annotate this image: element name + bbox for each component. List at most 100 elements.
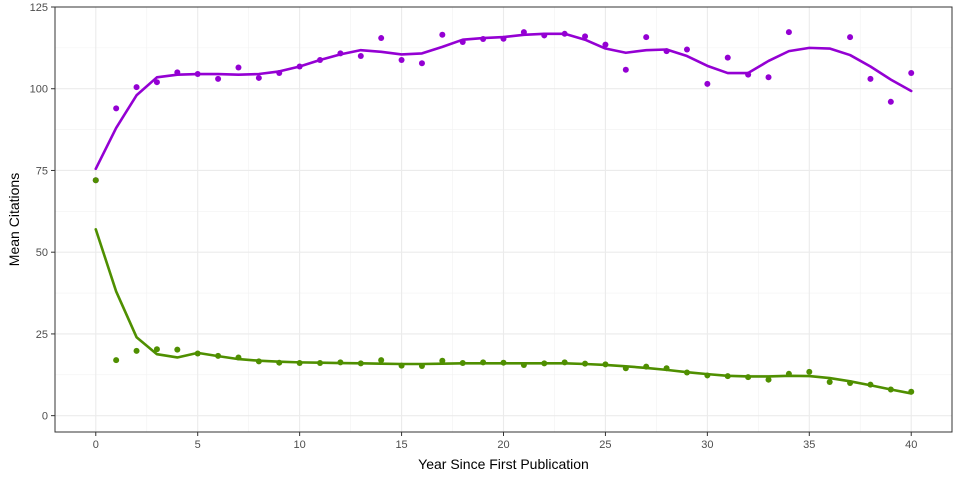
data-point [215, 75, 222, 82]
data-point [785, 29, 792, 36]
y-tick-label: 25 [36, 329, 48, 341]
data-point [276, 70, 283, 77]
data-point [500, 35, 507, 42]
axes: 0 5 10 15 20 25 30 35 40 0 25 50 75 100 125 [30, 2, 918, 451]
data-point [194, 71, 201, 78]
data-point [582, 33, 589, 40]
data-point [582, 360, 589, 367]
data-point [459, 38, 466, 45]
data-point [357, 53, 364, 60]
data-point [520, 361, 527, 368]
data-point [867, 381, 874, 388]
data-point [520, 29, 527, 36]
data-point [317, 56, 324, 63]
x-tick-label: 10 [294, 439, 306, 451]
data-point [908, 388, 915, 395]
data-point [683, 369, 690, 376]
data-point [887, 98, 894, 105]
data-point [133, 84, 140, 91]
y-tick-label: 0 [42, 411, 48, 423]
data-point [255, 358, 262, 365]
data-point [92, 177, 99, 184]
data-point [765, 74, 772, 81]
data-point [153, 346, 160, 353]
data-point [724, 373, 731, 380]
x-tick-label: 30 [701, 439, 713, 451]
data-point [602, 361, 609, 368]
x-axis-title: Year Since First Publication [418, 456, 589, 472]
data-point [398, 362, 405, 369]
x-tick-label: 40 [905, 439, 917, 451]
data-point [113, 357, 120, 364]
data-point [847, 379, 854, 386]
data-point [541, 360, 548, 367]
data-point [439, 31, 446, 38]
data-point [480, 359, 487, 366]
data-point [317, 360, 324, 367]
data-point [643, 34, 650, 41]
data-point [622, 66, 629, 73]
data-point [500, 359, 507, 366]
data-point [459, 360, 466, 367]
x-tick-label: 0 [93, 439, 99, 451]
data-point [561, 359, 568, 366]
data-point [378, 357, 385, 364]
data-point [153, 79, 160, 86]
data-point [908, 70, 915, 77]
data-point [745, 374, 752, 381]
y-tick-label: 125 [30, 2, 48, 14]
data-point [745, 71, 752, 78]
data-point [113, 105, 120, 112]
data-point [826, 378, 833, 385]
major-gridlines [55, 6, 952, 432]
y-tick-label: 50 [36, 247, 48, 259]
data-point [663, 48, 670, 55]
x-tick-label: 15 [395, 439, 407, 451]
data-point [724, 54, 731, 61]
x-tick-label: 20 [497, 439, 509, 451]
data-point [296, 360, 303, 367]
data-point [418, 60, 425, 67]
series-1 [92, 29, 915, 184]
data-point [133, 347, 140, 354]
data-point [867, 75, 874, 82]
data-point [847, 34, 854, 41]
data-point [174, 69, 181, 76]
data-point [174, 346, 181, 353]
data-point [215, 352, 222, 359]
data-point [480, 36, 487, 43]
data-point [296, 63, 303, 70]
data-point [643, 363, 650, 370]
data-point [704, 372, 711, 379]
y-axis-title: Mean Citations [6, 173, 22, 266]
data-point [887, 386, 894, 393]
data-point [235, 64, 242, 71]
data-point [255, 74, 262, 81]
x-tick-label: 25 [599, 439, 611, 451]
data-point [418, 362, 425, 369]
x-tick-label: 5 [195, 439, 201, 451]
data-point [378, 35, 385, 42]
data-series [92, 29, 915, 395]
data-point [561, 30, 568, 37]
data-point [398, 56, 405, 63]
data-point [439, 357, 446, 364]
y-tick-label: 100 [30, 84, 48, 96]
data-point [337, 359, 344, 366]
data-point [337, 50, 344, 57]
data-point [785, 370, 792, 377]
data-point [276, 359, 283, 366]
data-point [806, 368, 813, 375]
data-point [235, 354, 242, 361]
x-tick-label: 35 [803, 439, 815, 451]
series-2 [92, 177, 915, 395]
data-point [663, 365, 670, 372]
data-point [357, 360, 364, 367]
data-point [765, 376, 772, 383]
data-point [541, 32, 548, 39]
data-point [602, 41, 609, 48]
data-point [194, 350, 201, 357]
y-tick-label: 75 [36, 165, 48, 177]
